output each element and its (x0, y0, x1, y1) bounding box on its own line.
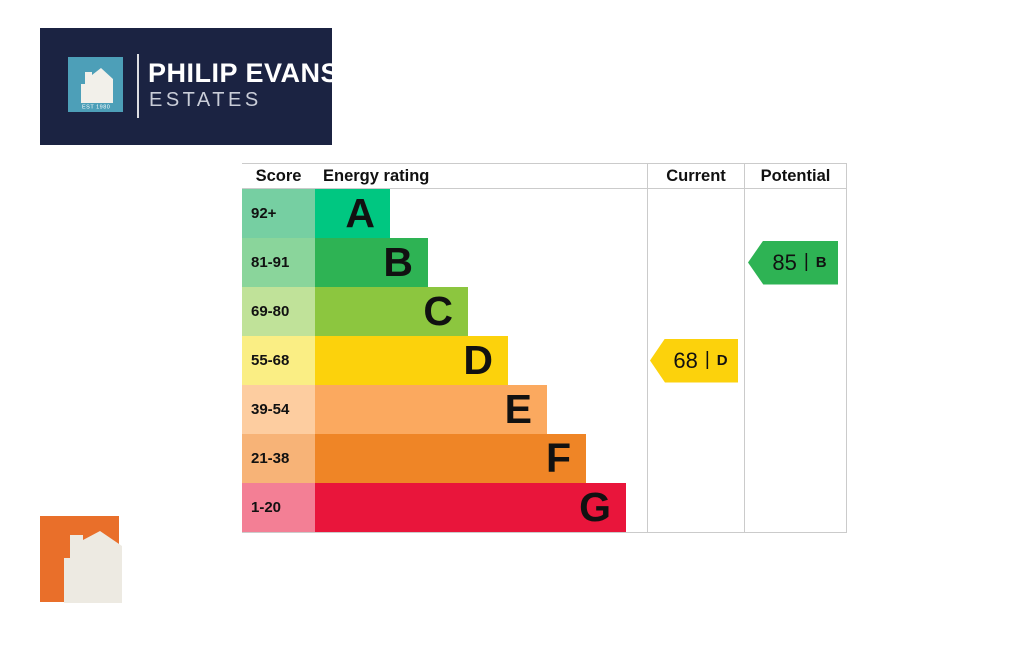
potential-cell: 85 | B (744, 238, 846, 287)
energy-bar-a: A (315, 189, 390, 238)
potential-cell (744, 287, 846, 336)
svg-text:EST 1980: EST 1980 (82, 105, 110, 111)
current-cell (647, 434, 744, 483)
potential-cell (744, 434, 846, 483)
score-range-g: 1-20 (242, 483, 315, 532)
epc-row-f: 21-38 F (242, 434, 846, 483)
energy-bar-cell: G (315, 483, 647, 532)
header-potential: Potential (744, 164, 846, 188)
energy-bar-f: F (315, 434, 586, 483)
score-range-b: 81-91 (242, 238, 315, 287)
band-letter-e: E (504, 386, 532, 432)
energy-bar-cell: C (315, 287, 647, 336)
potential-rating-arrow: 85 | B (748, 240, 838, 285)
score-range-a: 92+ (242, 189, 315, 238)
epc-row-g: 1-20 G (242, 483, 846, 532)
header-score: Score (255, 166, 302, 185)
current-cell (647, 287, 744, 336)
energy-bar-c: C (315, 287, 468, 336)
epc-row-d: 55-68 D 68 | D (242, 336, 846, 385)
score-range-f: 21-38 (242, 434, 315, 483)
epc-rating-chart: Score Energy rating Current Potential 92… (242, 163, 847, 533)
brand-subtitle: ESTATES (149, 89, 262, 111)
potential-cell (744, 385, 846, 434)
brand-name: PHILIP EVANS (148, 58, 340, 88)
epc-row-e: 39-54 E (242, 385, 846, 434)
brand-divider (137, 54, 139, 118)
energy-bar-cell: E (315, 385, 647, 434)
current-value: 68 (673, 347, 698, 373)
energy-bar-g: G (315, 483, 626, 532)
band-letter-a: A (345, 190, 375, 236)
potential-cell (744, 189, 846, 238)
energy-bar-cell: D (315, 336, 647, 385)
arrow-separator: | (803, 250, 809, 272)
current-cell: 68 | D (647, 336, 744, 385)
footer-house-logo (40, 516, 125, 604)
potential-value: 85 (772, 249, 797, 275)
energy-bar-d: D (315, 336, 508, 385)
potential-band: B (815, 254, 827, 271)
energy-bar-e: E (315, 385, 547, 434)
band-letter-f: F (545, 435, 571, 481)
score-range-e: 39-54 (242, 385, 315, 434)
current-cell (647, 238, 744, 287)
brand-logo: EST 1980 PHILIP EVANS ESTATES (40, 28, 339, 145)
current-cell (647, 189, 744, 238)
band-letter-b: B (383, 239, 413, 285)
current-cell (647, 385, 744, 434)
band-letter-c: C (423, 288, 453, 334)
epc-row-b: 81-91 B 85 | B (242, 238, 846, 287)
current-band: D (716, 352, 728, 369)
current-cell (647, 483, 744, 532)
epc-header-row: Score Energy rating Current Potential (242, 164, 846, 189)
band-letter-g: G (579, 484, 611, 530)
current-rating-arrow: 68 | D (650, 338, 738, 383)
epc-row-c: 69-80 C (242, 287, 846, 336)
score-range-c: 69-80 (242, 287, 315, 336)
header-current: Current (647, 164, 744, 188)
header-energy-rating: Energy rating (323, 166, 430, 185)
energy-bar-cell: B (315, 238, 647, 287)
potential-cell (744, 336, 846, 385)
energy-bar-cell: F (315, 434, 647, 483)
band-letter-d: D (463, 337, 493, 383)
arrow-separator: | (704, 348, 710, 370)
score-range-d: 55-68 (242, 336, 315, 385)
energy-bar-b: B (315, 238, 428, 287)
energy-bar-cell: A (315, 189, 647, 238)
epc-row-a: 92+ A (242, 189, 846, 238)
brand-house-icon: EST 1980 (68, 57, 123, 112)
potential-cell (744, 483, 846, 532)
